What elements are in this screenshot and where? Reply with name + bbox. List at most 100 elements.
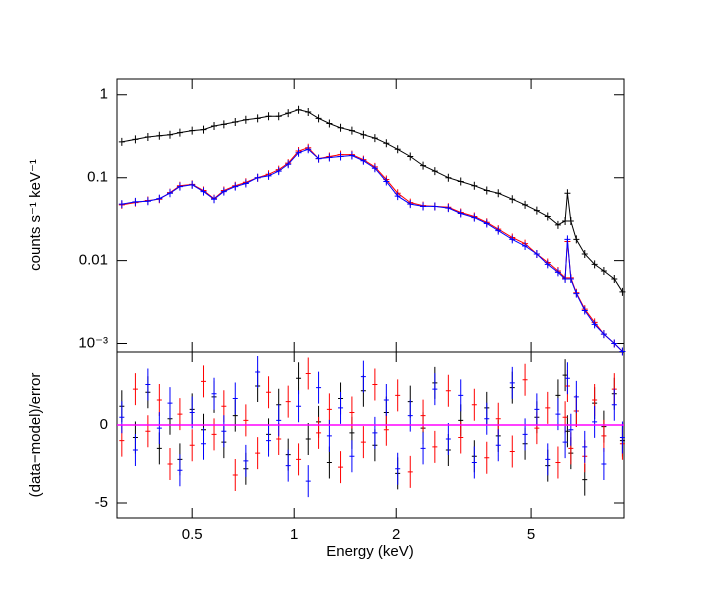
residual-point xyxy=(243,444,249,477)
y-tick-label: 10⁻³ xyxy=(78,334,108,351)
residual-point xyxy=(383,384,389,417)
y-tick-label: 0.1 xyxy=(87,169,108,186)
residual-point xyxy=(372,368,378,401)
residual-point xyxy=(522,363,528,396)
residual-point xyxy=(432,430,438,463)
residual-point xyxy=(471,388,477,421)
residual-point xyxy=(509,435,515,468)
residual-point xyxy=(484,441,490,474)
residual-point xyxy=(592,405,598,438)
residual-point xyxy=(189,396,195,429)
residual-point xyxy=(132,373,138,406)
residual-point xyxy=(119,401,125,434)
residual-point xyxy=(564,362,570,395)
residual-point xyxy=(296,362,302,395)
residual-point xyxy=(232,382,238,415)
residual-point xyxy=(420,399,426,432)
residual-point xyxy=(555,446,561,479)
data-point xyxy=(619,347,626,356)
residual-point xyxy=(316,416,322,449)
y-axis-label: counts s⁻¹ keV⁻¹ xyxy=(27,159,44,271)
residual-point xyxy=(338,391,344,424)
residual-point xyxy=(534,393,540,426)
residual-point xyxy=(432,373,438,406)
residual-point xyxy=(221,415,227,448)
residual-point xyxy=(407,455,413,488)
residual-point xyxy=(407,399,413,432)
data-point xyxy=(619,287,626,296)
residual-point xyxy=(201,427,207,460)
residual-point xyxy=(349,440,355,473)
residual-point xyxy=(484,402,490,435)
residual-point xyxy=(243,404,249,437)
residual-point xyxy=(189,429,195,462)
model-line xyxy=(121,109,623,293)
residual-point xyxy=(255,355,261,388)
residual-point xyxy=(232,458,238,491)
residual-point xyxy=(296,390,302,423)
residual-point xyxy=(360,426,366,459)
residual-point xyxy=(145,368,151,401)
residual-point xyxy=(458,421,464,454)
residual-point xyxy=(611,388,617,421)
residual-point xyxy=(573,380,579,413)
residual-point xyxy=(156,384,162,417)
x-tick-label: 2 xyxy=(392,526,400,543)
y-tick-label: -5 xyxy=(95,494,108,511)
residual-point xyxy=(276,404,282,437)
residual-point xyxy=(471,446,477,479)
residual-point xyxy=(266,424,272,457)
residual-point xyxy=(445,423,451,456)
residual-point xyxy=(167,387,173,420)
residual-point xyxy=(305,465,311,498)
residual-point xyxy=(568,413,574,446)
residual-point xyxy=(285,385,291,418)
residual-point xyxy=(360,360,366,393)
residual-point xyxy=(545,443,551,476)
y-tick-label: 0.01 xyxy=(79,252,108,269)
residual-point xyxy=(177,454,183,487)
residual-point xyxy=(296,443,302,476)
residual-point xyxy=(522,418,528,451)
y-tick-label: 0 xyxy=(100,416,108,433)
residual-point xyxy=(509,366,515,399)
residual-point xyxy=(395,379,401,412)
residual-point xyxy=(145,415,151,448)
residual-point xyxy=(372,416,378,449)
residual-point xyxy=(211,418,217,451)
residual-point xyxy=(211,377,217,410)
y-axis-label: (data−model)/error xyxy=(27,373,44,498)
residual-point xyxy=(458,379,464,412)
residual-point xyxy=(132,433,138,466)
residual-point xyxy=(316,371,322,404)
residual-point xyxy=(420,432,426,465)
residual-point xyxy=(338,451,344,484)
residual-point xyxy=(582,430,588,463)
residual-point xyxy=(266,376,272,409)
model-line xyxy=(121,147,623,352)
residual-point xyxy=(383,413,389,446)
plot-frame xyxy=(116,78,625,519)
residual-point xyxy=(201,365,207,398)
residual-point xyxy=(395,452,401,485)
residual-point xyxy=(156,412,162,445)
residual-point xyxy=(167,448,173,481)
residual-point xyxy=(545,391,551,424)
residual-point xyxy=(601,448,607,481)
residual-point xyxy=(285,449,291,482)
x-axis-label: Energy (keV) xyxy=(326,543,414,560)
residual-point xyxy=(495,429,501,462)
residual-point xyxy=(305,423,311,456)
y-tick-label: 1 xyxy=(100,86,108,103)
residual-point xyxy=(255,437,261,470)
residual-point xyxy=(445,374,451,407)
residual-point xyxy=(349,396,355,429)
residual-point xyxy=(619,421,625,454)
residual-point xyxy=(562,426,568,459)
x-tick-label: 0.5 xyxy=(182,526,203,543)
residual-point xyxy=(305,357,311,390)
x-tick-label: 1 xyxy=(290,526,298,543)
model-line xyxy=(121,148,623,352)
x-tick-label: 5 xyxy=(527,526,535,543)
